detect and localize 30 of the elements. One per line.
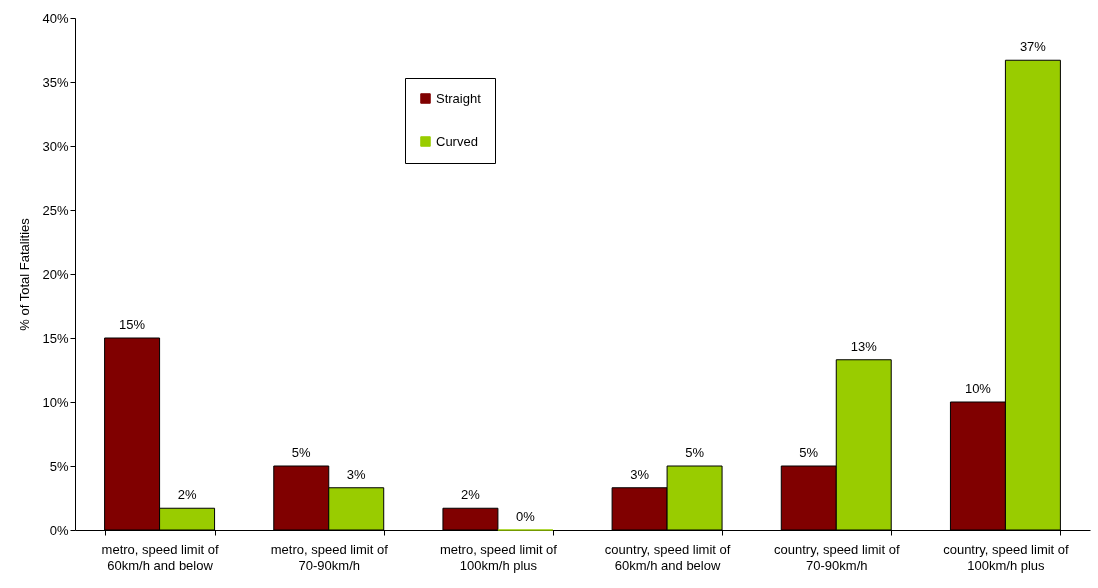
data-label: 5% — [685, 445, 705, 460]
y-tick-label: 5% — [49, 458, 69, 474]
data-label: 13% — [850, 338, 878, 354]
data-label: 0% — [516, 509, 536, 524]
x-tick-label: country, speed limit of 70-90km/h — [774, 541, 900, 573]
y-tick-label: 10% — [42, 394, 69, 410]
x-tick-label: metro, speed limit of 100km/h plus — [439, 541, 558, 573]
x-tick-label: country, speed limit of 100km/h plus — [943, 541, 1070, 573]
data-label: 10% — [964, 381, 992, 396]
data-label: 2% — [177, 487, 197, 503]
data-label: 2% — [461, 487, 481, 503]
legend-label: Straight — [436, 90, 482, 106]
y-tick-label: 15% — [42, 330, 69, 346]
data-label: 3% — [346, 466, 367, 482]
y-tick-label: 30% — [42, 138, 69, 154]
legend-label: Curved — [436, 133, 478, 149]
x-tick-label: metro, speed limit of 60km/h and below — [101, 541, 219, 573]
y-tick-label: 0% — [49, 522, 69, 538]
data-label: 15% — [119, 317, 146, 332]
y-axis-title: % of Total Fatalities — [17, 217, 33, 331]
y-tick-label: 20% — [42, 266, 69, 282]
y-tick-label: 35% — [42, 74, 69, 90]
data-label: 5% — [291, 445, 312, 460]
y-tick-label: 40% — [42, 10, 69, 26]
y-tick-label: 25% — [42, 202, 69, 218]
data-label: 5% — [799, 445, 819, 460]
x-tick-label: metro, speed limit of 70-90km/h — [270, 541, 389, 573]
data-label: 37% — [1019, 39, 1047, 55]
x-tick-label: country, speed limit of 60km/h and below — [604, 541, 731, 573]
data-label: 3% — [630, 466, 650, 482]
